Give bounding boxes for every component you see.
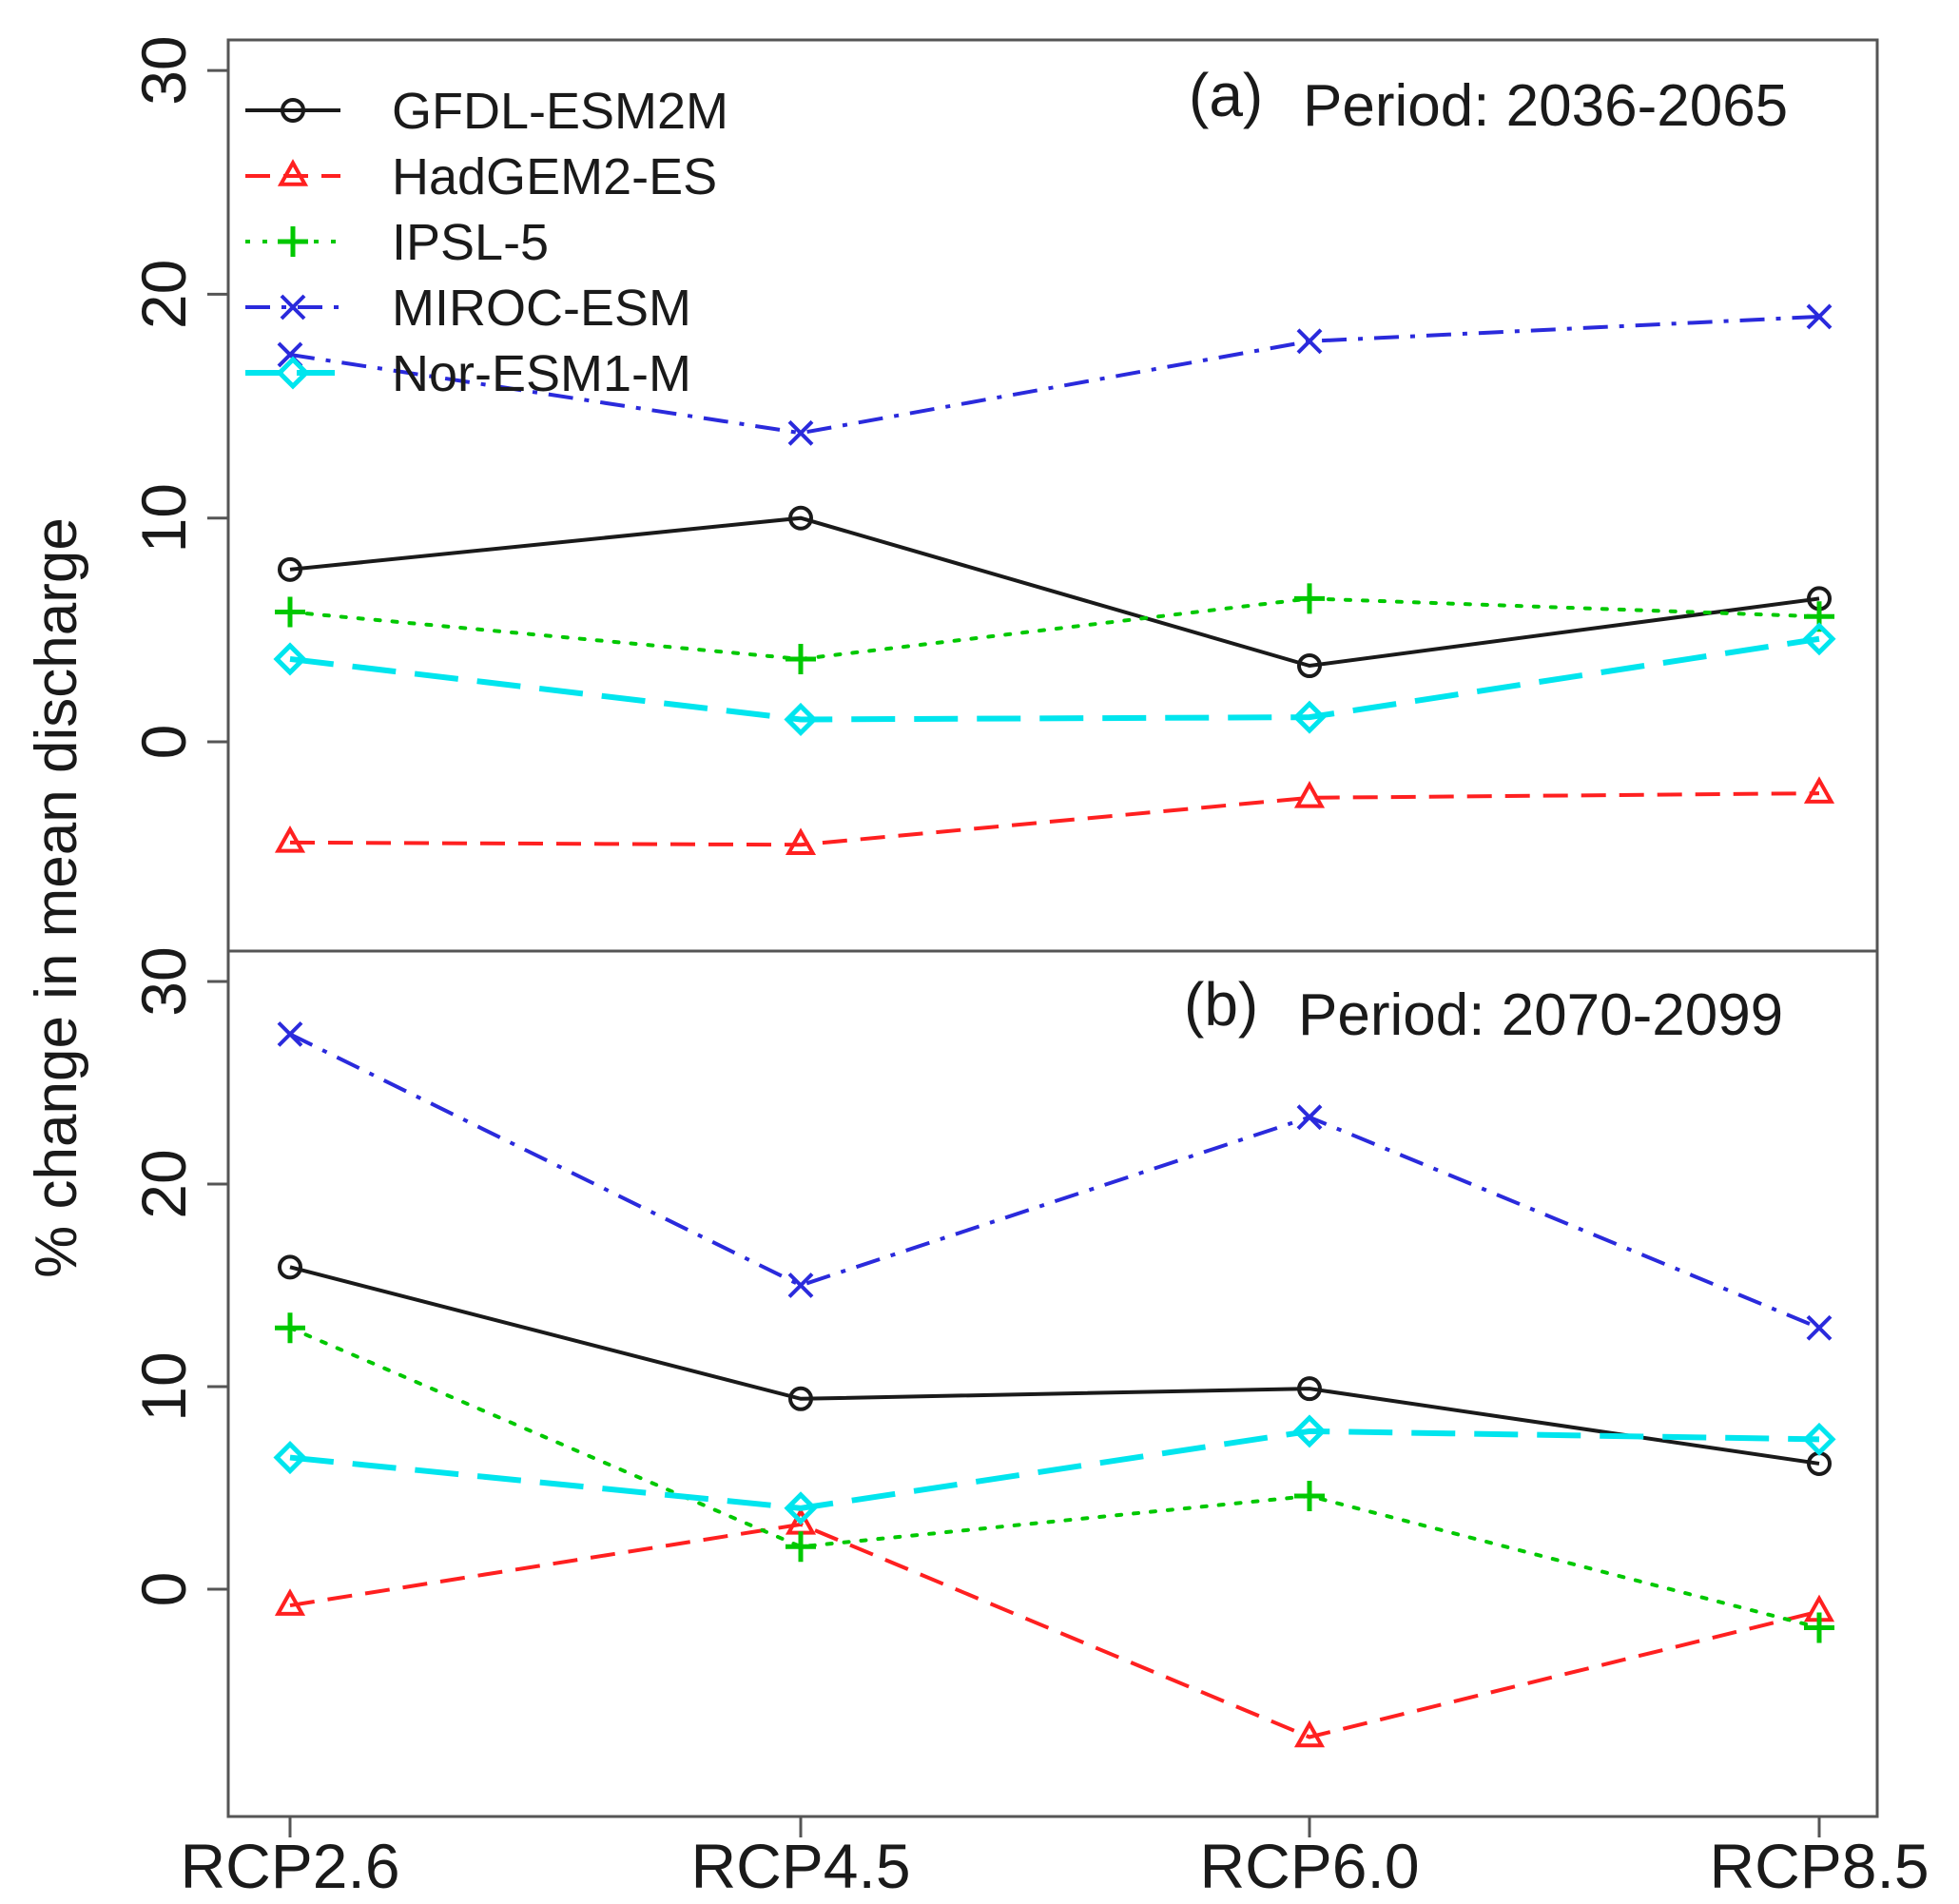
- panel-a-data-point: [787, 419, 814, 446]
- panel-a-series: [273, 303, 1836, 856]
- panel-b-data-point: [1294, 1481, 1325, 1512]
- legend-entry-label: Nor-ESM1-M: [392, 345, 691, 402]
- panel-a-letter: (a): [1189, 61, 1263, 129]
- panel-a-data-point: [274, 826, 306, 853]
- panel-b-data-point: [786, 1531, 816, 1563]
- legend-swatch-marker: [276, 356, 310, 390]
- x-tick-label: RCP2.6: [180, 1831, 399, 1901]
- panel-a-series-line-gfdl-esm2m: [289, 515, 1820, 669]
- panel-a-data-point: [784, 702, 818, 737]
- panel-b-y-tick-label: 0: [128, 1572, 199, 1607]
- panel-a-series-line-hadgem2-es: [289, 791, 1820, 847]
- legend-swatch-marker: [280, 294, 306, 321]
- panel-b-data-point: [1802, 1422, 1836, 1456]
- legend-swatch-marker: [277, 159, 309, 186]
- panel-a-data-point: [1806, 303, 1833, 330]
- panel-b-series-line-gfdl-esm2m: [289, 1265, 1820, 1466]
- panel-a-data-point: [1293, 780, 1326, 808]
- panel-b-data-point: [274, 1588, 306, 1616]
- legend-swatch-marker: [281, 98, 305, 123]
- panel-b-y-tick-label: 10: [128, 1351, 199, 1421]
- panel-b-y-tick-label: 20: [128, 1149, 199, 1218]
- panel-a-y-axis: 0 10 20 30: [128, 35, 228, 759]
- legend-entry-label: MIROC-ESM: [392, 280, 691, 337]
- panel-b-data-point: [1297, 1376, 1322, 1402]
- legend-entry-label: HadGEM2-ES: [392, 148, 717, 205]
- panel-a-y-tick-label: 10: [128, 483, 199, 553]
- panel-b-series-line-miroc-esm: [289, 1032, 1820, 1331]
- panel-b-series-line-ipsl-5: [288, 1326, 1821, 1630]
- panel-b-data-point: [1296, 1104, 1323, 1131]
- y-axis-label: % change in mean discharge: [24, 517, 89, 1278]
- panel-a-data-point: [273, 642, 307, 676]
- panel-b-data-point: [1292, 1414, 1327, 1448]
- panel-a-data-point: [785, 827, 817, 856]
- panel-a-series-line-ipsl-5: [288, 596, 1821, 661]
- legend: GFDL-ESM2M HadGEM2-ES IPSL-5 MIROC-ESM Nor-E…: [245, 83, 728, 402]
- panel-a-data-point: [278, 556, 302, 582]
- panel-a-data-point: [788, 505, 813, 531]
- panel-a-data-point: [786, 643, 816, 674]
- panel-a-data-point: [1802, 622, 1836, 656]
- panel-a-data-point: [1294, 583, 1325, 614]
- panel-a-y-tick-label: 0: [128, 725, 199, 760]
- panel-b-data-point: [1804, 1612, 1834, 1643]
- x-axis: RCP2.6 RCP4.5 RCP6.0 RCP8.5: [180, 1815, 1930, 1901]
- panel-a-data-point: [1292, 700, 1327, 734]
- panel-b-data-point: [788, 1386, 813, 1411]
- panel-a-period: Period: 2036-2065: [1303, 73, 1788, 139]
- panel-a-data-point: [1803, 776, 1835, 804]
- panel-b-y-tick-label: 30: [128, 946, 199, 1016]
- panel-b-data-point: [1293, 1719, 1326, 1748]
- panel-a-data-point: [1296, 328, 1323, 355]
- panel-a-y-tick-label: 30: [128, 35, 199, 105]
- x-tick-label: RCP6.0: [1199, 1831, 1419, 1901]
- legend-entry-label: IPSL-5: [392, 214, 549, 271]
- panel-b-data-point: [784, 1491, 818, 1525]
- panel-b-frame: [226, 949, 1879, 1818]
- panel-b-period: Period: 2070-2099: [1298, 982, 1783, 1048]
- panel-b-series-line-hadgem2-es: [289, 1522, 1820, 1739]
- panel-b-data-point: [787, 1273, 814, 1298]
- legend-swatch-marker: [278, 226, 308, 257]
- panel-b-title: (b) Period: 2070-2099: [1184, 970, 1783, 1048]
- panel-b-data-point: [1806, 1314, 1833, 1341]
- x-tick-label: RCP4.5: [690, 1831, 910, 1901]
- panel-a-y-tick-label: 20: [128, 260, 199, 329]
- x-tick-label: RCP8.5: [1709, 1831, 1929, 1901]
- panel-b-data-point: [275, 1312, 305, 1344]
- panel-b-series: [273, 1020, 1836, 1748]
- panel-b-y-axis: 0 10 20 30: [128, 946, 228, 1606]
- panel-a-title: (a) Period: 2036-2065: [1189, 61, 1788, 139]
- panel-a-series-line-nor-esm1-m: [289, 635, 1820, 723]
- panel-b-data-point: [277, 1020, 303, 1047]
- panel-b: (b) Period: 2070-2099 0 10 20 30: [128, 946, 1879, 1818]
- panel-a: (a) Period: 2036-2065 0 10 20 30: [128, 35, 1879, 953]
- panel-b-series-line-nor-esm1-m: [289, 1428, 1820, 1511]
- panel-b-data-point: [273, 1441, 307, 1475]
- panel-a-data-point: [1297, 652, 1322, 678]
- panel-a-data-point: [275, 596, 305, 628]
- panel-b-letter: (b): [1184, 970, 1258, 1039]
- panel-b-data-point: [278, 1254, 302, 1280]
- legend-entry-label: GFDL-ESM2M: [392, 83, 728, 140]
